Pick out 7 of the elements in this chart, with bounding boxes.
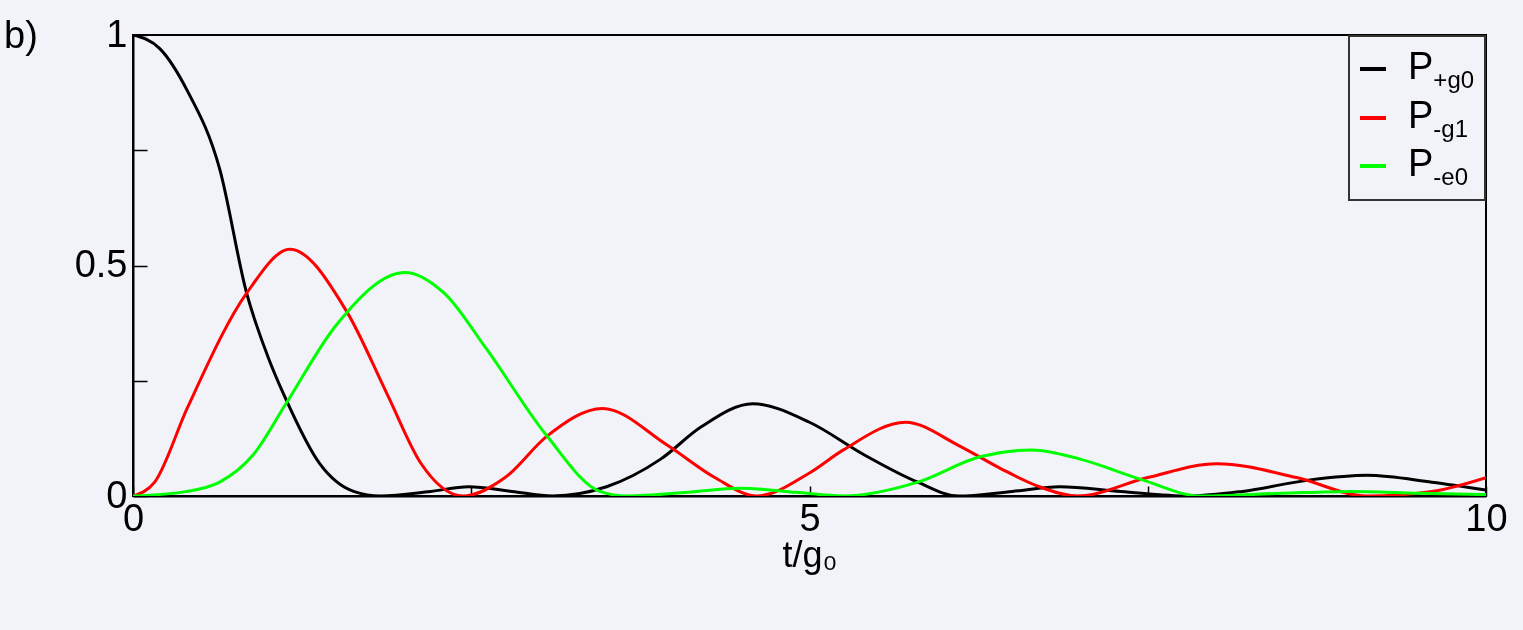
legend-label: P$_{-g1}$: [1408, 93, 1469, 142]
y-tick-label: 0.5: [74, 243, 128, 285]
legend-label: P$_{+g0}$: [1408, 45, 1475, 93]
chart-title: b): [4, 14, 38, 56]
y-tick-label: 1: [106, 12, 128, 55]
x-tick-label: 10: [1465, 496, 1508, 539]
legend-label: P$_{-e0}$: [1408, 142, 1469, 190]
